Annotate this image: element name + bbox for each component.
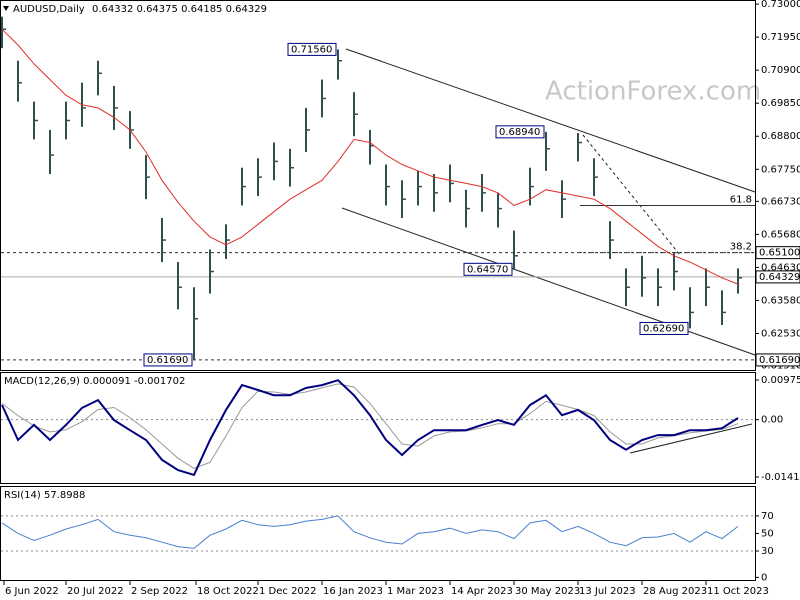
x-tick-label: 20 Jul 2022 xyxy=(67,586,124,597)
y-tick-label: 0.00 xyxy=(761,415,783,426)
chart-title: AUDUSD,Daily xyxy=(13,4,85,15)
menu-arrow xyxy=(3,6,9,11)
pivot-box xyxy=(463,262,513,276)
y-tick-label: 0.63580 xyxy=(761,295,800,306)
price-box-label: 0.61690 xyxy=(759,355,800,366)
x-tick-label: 1 Mar 2023 xyxy=(387,586,444,597)
macd-line xyxy=(1,383,739,469)
macd-line xyxy=(1,379,739,477)
y-tick-label: 70 xyxy=(761,511,774,522)
x-tick-label: 14 Apr 2023 xyxy=(451,586,513,597)
macd-trendline xyxy=(629,423,753,454)
macd-panel xyxy=(0,372,756,484)
moving-average xyxy=(1,28,739,285)
price-box xyxy=(755,270,800,284)
trend-dashed xyxy=(582,134,681,256)
fib-label: 61.8 xyxy=(730,194,752,205)
pivot-label: 0.68940 xyxy=(499,127,540,138)
y-tick-label: 50 xyxy=(761,528,774,539)
y-tick-label: 0.65680 xyxy=(761,229,800,240)
x-tick-label: 6 Jun 2022 xyxy=(5,586,59,597)
ohlc-values: 0.64332 0.64375 0.64185 0.64329 xyxy=(92,4,267,15)
pivot-box xyxy=(287,42,337,56)
rsi-line xyxy=(1,515,739,549)
x-tick-label: 28 Aug 2023 xyxy=(643,586,707,597)
x-tick-label: 13 Jul 2023 xyxy=(579,586,636,597)
x-tick-label: 18 Oct 2022 xyxy=(197,586,259,597)
pivot-label: 0.62690 xyxy=(643,323,684,334)
watermark: ActionForex.com xyxy=(545,77,761,107)
price-box xyxy=(755,353,800,367)
pivot-label: 0.64570 xyxy=(467,264,508,275)
x-tick-label: 30 May 2023 xyxy=(515,586,580,597)
y-tick-label: 0.67750 xyxy=(761,164,800,175)
y-tick-label: 0.71950 xyxy=(761,32,800,43)
y-tick-label: 0.68800 xyxy=(761,131,800,142)
y-tick-label: 0.62530 xyxy=(761,329,800,340)
price-box-label: 0.64329 xyxy=(759,272,800,283)
pivot-label: 0.71560 xyxy=(291,44,332,55)
macd-title: MACD(12,26,9) 0.000091 -0.001702 xyxy=(4,376,185,387)
pivot-box xyxy=(639,321,689,335)
y-tick-label: 30 xyxy=(761,546,774,557)
price-box-label: 0.65100 xyxy=(759,248,800,259)
channel-upper xyxy=(345,48,756,193)
y-tick-label: -0.014107 xyxy=(761,472,800,483)
x-tick-label: 2 Sep 2022 xyxy=(131,586,188,597)
pivot-box xyxy=(143,353,193,367)
y-tick-label: 0.66730 xyxy=(761,196,800,207)
pivot-label: 0.61690 xyxy=(147,355,188,366)
pivot-box xyxy=(495,125,545,139)
fib-label: 38.2 xyxy=(730,242,752,253)
y-tick-label: 0 xyxy=(761,572,767,583)
y-tick-label: 0.69850 xyxy=(761,98,800,109)
x-tick-label: 1 Dec 2022 xyxy=(259,586,317,597)
y-tick-label: 0.70900 xyxy=(761,65,800,76)
y-tick-label: 0.73000 xyxy=(761,0,800,10)
y-tick-label: 0.64630 xyxy=(761,262,800,273)
price-box xyxy=(755,246,800,260)
x-tick-label: 11 Oct 2023 xyxy=(707,586,769,597)
rsi-title: RSI(14) 57.8988 xyxy=(4,490,85,501)
x-tick-label: 16 Jan 2023 xyxy=(323,586,383,597)
y-tick-label: 0.009751 xyxy=(761,375,800,386)
price-panel xyxy=(0,0,756,371)
